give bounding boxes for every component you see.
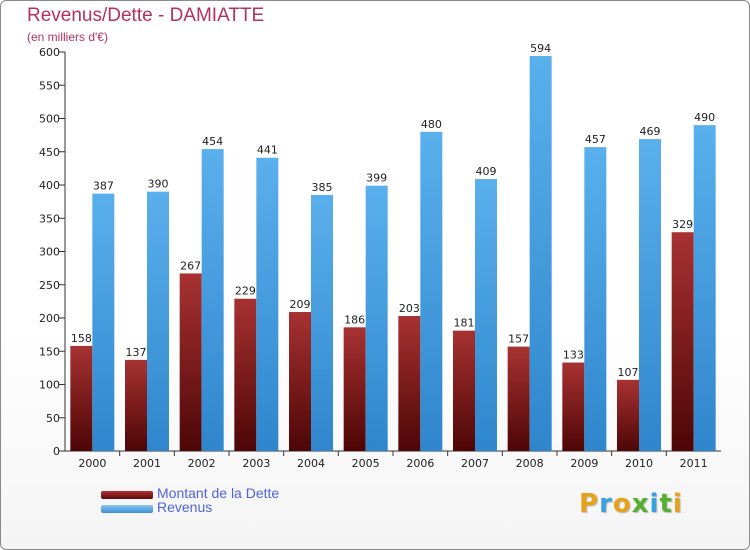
bar-dette <box>671 232 694 451</box>
y-tick-label: 450 <box>39 146 60 159</box>
bar-revenus <box>147 191 169 451</box>
bar-revenus <box>311 194 333 451</box>
bar-revenus <box>639 139 661 452</box>
x-tick-label: 2003 <box>242 457 270 470</box>
data-label-dette: 107 <box>618 366 639 379</box>
bar-dette <box>234 298 257 451</box>
x-tick-label: 2006 <box>406 457 434 470</box>
bar-dette <box>289 312 311 451</box>
bar-dette <box>507 346 530 451</box>
x-tick-label: 2011 <box>680 457 708 470</box>
x-tick-label: 2001 <box>133 457 161 470</box>
bar-revenus <box>365 185 388 452</box>
data-label-revenus: 390 <box>148 178 169 191</box>
bar-dette <box>562 362 585 451</box>
data-label-dette: 203 <box>399 302 420 315</box>
data-label-dette: 209 <box>290 298 311 311</box>
bar-revenus <box>256 157 279 452</box>
bar-revenus <box>420 131 443 452</box>
data-label-revenus: 385 <box>312 181 333 194</box>
x-tick-label: 2005 <box>352 457 380 470</box>
legend-label-revenus: Revenus <box>157 499 213 515</box>
x-tick-label: 2008 <box>516 457 544 470</box>
y-tick-label: 400 <box>39 179 60 192</box>
y-tick-label: 150 <box>39 345 60 358</box>
chart-title: Revenus/Dette - DAMIATTE <box>27 5 265 26</box>
bar-dette <box>617 379 639 451</box>
logo-letter: x <box>631 489 650 519</box>
data-label-revenus: 441 <box>257 144 278 157</box>
chart-subtitle: (en milliers d'€) <box>27 30 108 44</box>
bar-revenus <box>529 55 552 452</box>
data-label-revenus: 469 <box>640 125 661 138</box>
bar-dette <box>125 359 147 451</box>
data-label-revenus: 594 <box>530 42 551 55</box>
data-label-revenus: 387 <box>93 180 114 193</box>
data-label-dette: 229 <box>235 285 256 298</box>
data-label-dette: 133 <box>563 349 584 362</box>
x-tick-label: 2000 <box>78 457 106 470</box>
data-label-revenus: 409 <box>476 165 497 178</box>
data-label-revenus: 490 <box>694 111 715 124</box>
logo-letter: i <box>649 489 660 519</box>
x-tick-label: 2002 <box>188 457 216 470</box>
y-tick-label: 50 <box>46 412 60 425</box>
bar-dette <box>453 330 475 451</box>
bar-revenus <box>475 179 497 451</box>
logo-letter: P <box>579 489 600 519</box>
bar-dette <box>398 316 421 451</box>
x-tick-label: 2009 <box>570 457 598 470</box>
y-tick-label: 250 <box>39 279 60 292</box>
logo-letter: o <box>612 489 632 519</box>
logo-letter: i <box>672 489 683 519</box>
data-label-revenus: 454 <box>202 135 223 148</box>
proxiti-logo: Proxiti <box>579 489 683 519</box>
x-tick-label: 2010 <box>625 457 653 470</box>
data-label-revenus: 399 <box>366 172 387 185</box>
bar-dette <box>343 327 366 451</box>
legend-swatch-revenus <box>101 505 153 513</box>
data-label-dette: 186 <box>344 313 365 326</box>
logo-letter: r <box>599 489 613 519</box>
data-label-dette: 181 <box>454 317 475 330</box>
y-tick-label: 100 <box>39 379 60 392</box>
data-label-dette: 137 <box>126 346 147 359</box>
data-label-dette: 158 <box>71 332 92 345</box>
x-tick-label: 2007 <box>461 457 489 470</box>
data-label-revenus: 457 <box>585 133 606 146</box>
data-label-dette: 157 <box>508 333 529 346</box>
x-tick-label: 2004 <box>297 457 325 470</box>
bar-revenus <box>201 149 224 451</box>
legend-label-dette: Montant de la Dette <box>157 485 280 501</box>
y-tick-label: 200 <box>39 312 60 325</box>
bar-revenus <box>92 193 115 451</box>
y-tick-label: 350 <box>39 212 60 225</box>
data-label-dette: 329 <box>672 218 693 231</box>
y-tick-label: 300 <box>39 246 60 259</box>
y-tick-label: 0 <box>53 445 60 458</box>
y-tick-label: 500 <box>39 113 60 126</box>
bar-revenus <box>693 125 716 452</box>
bar-revenus <box>584 147 607 451</box>
bar-dette <box>179 273 202 451</box>
bar-dette <box>70 345 93 451</box>
legend-swatch-dette <box>101 491 153 499</box>
y-tick-label: 600 <box>39 46 60 59</box>
logo-letter: t <box>659 489 673 519</box>
data-label-revenus: 480 <box>421 118 442 131</box>
y-tick-label: 550 <box>39 79 60 92</box>
data-label-dette: 267 <box>180 259 201 272</box>
